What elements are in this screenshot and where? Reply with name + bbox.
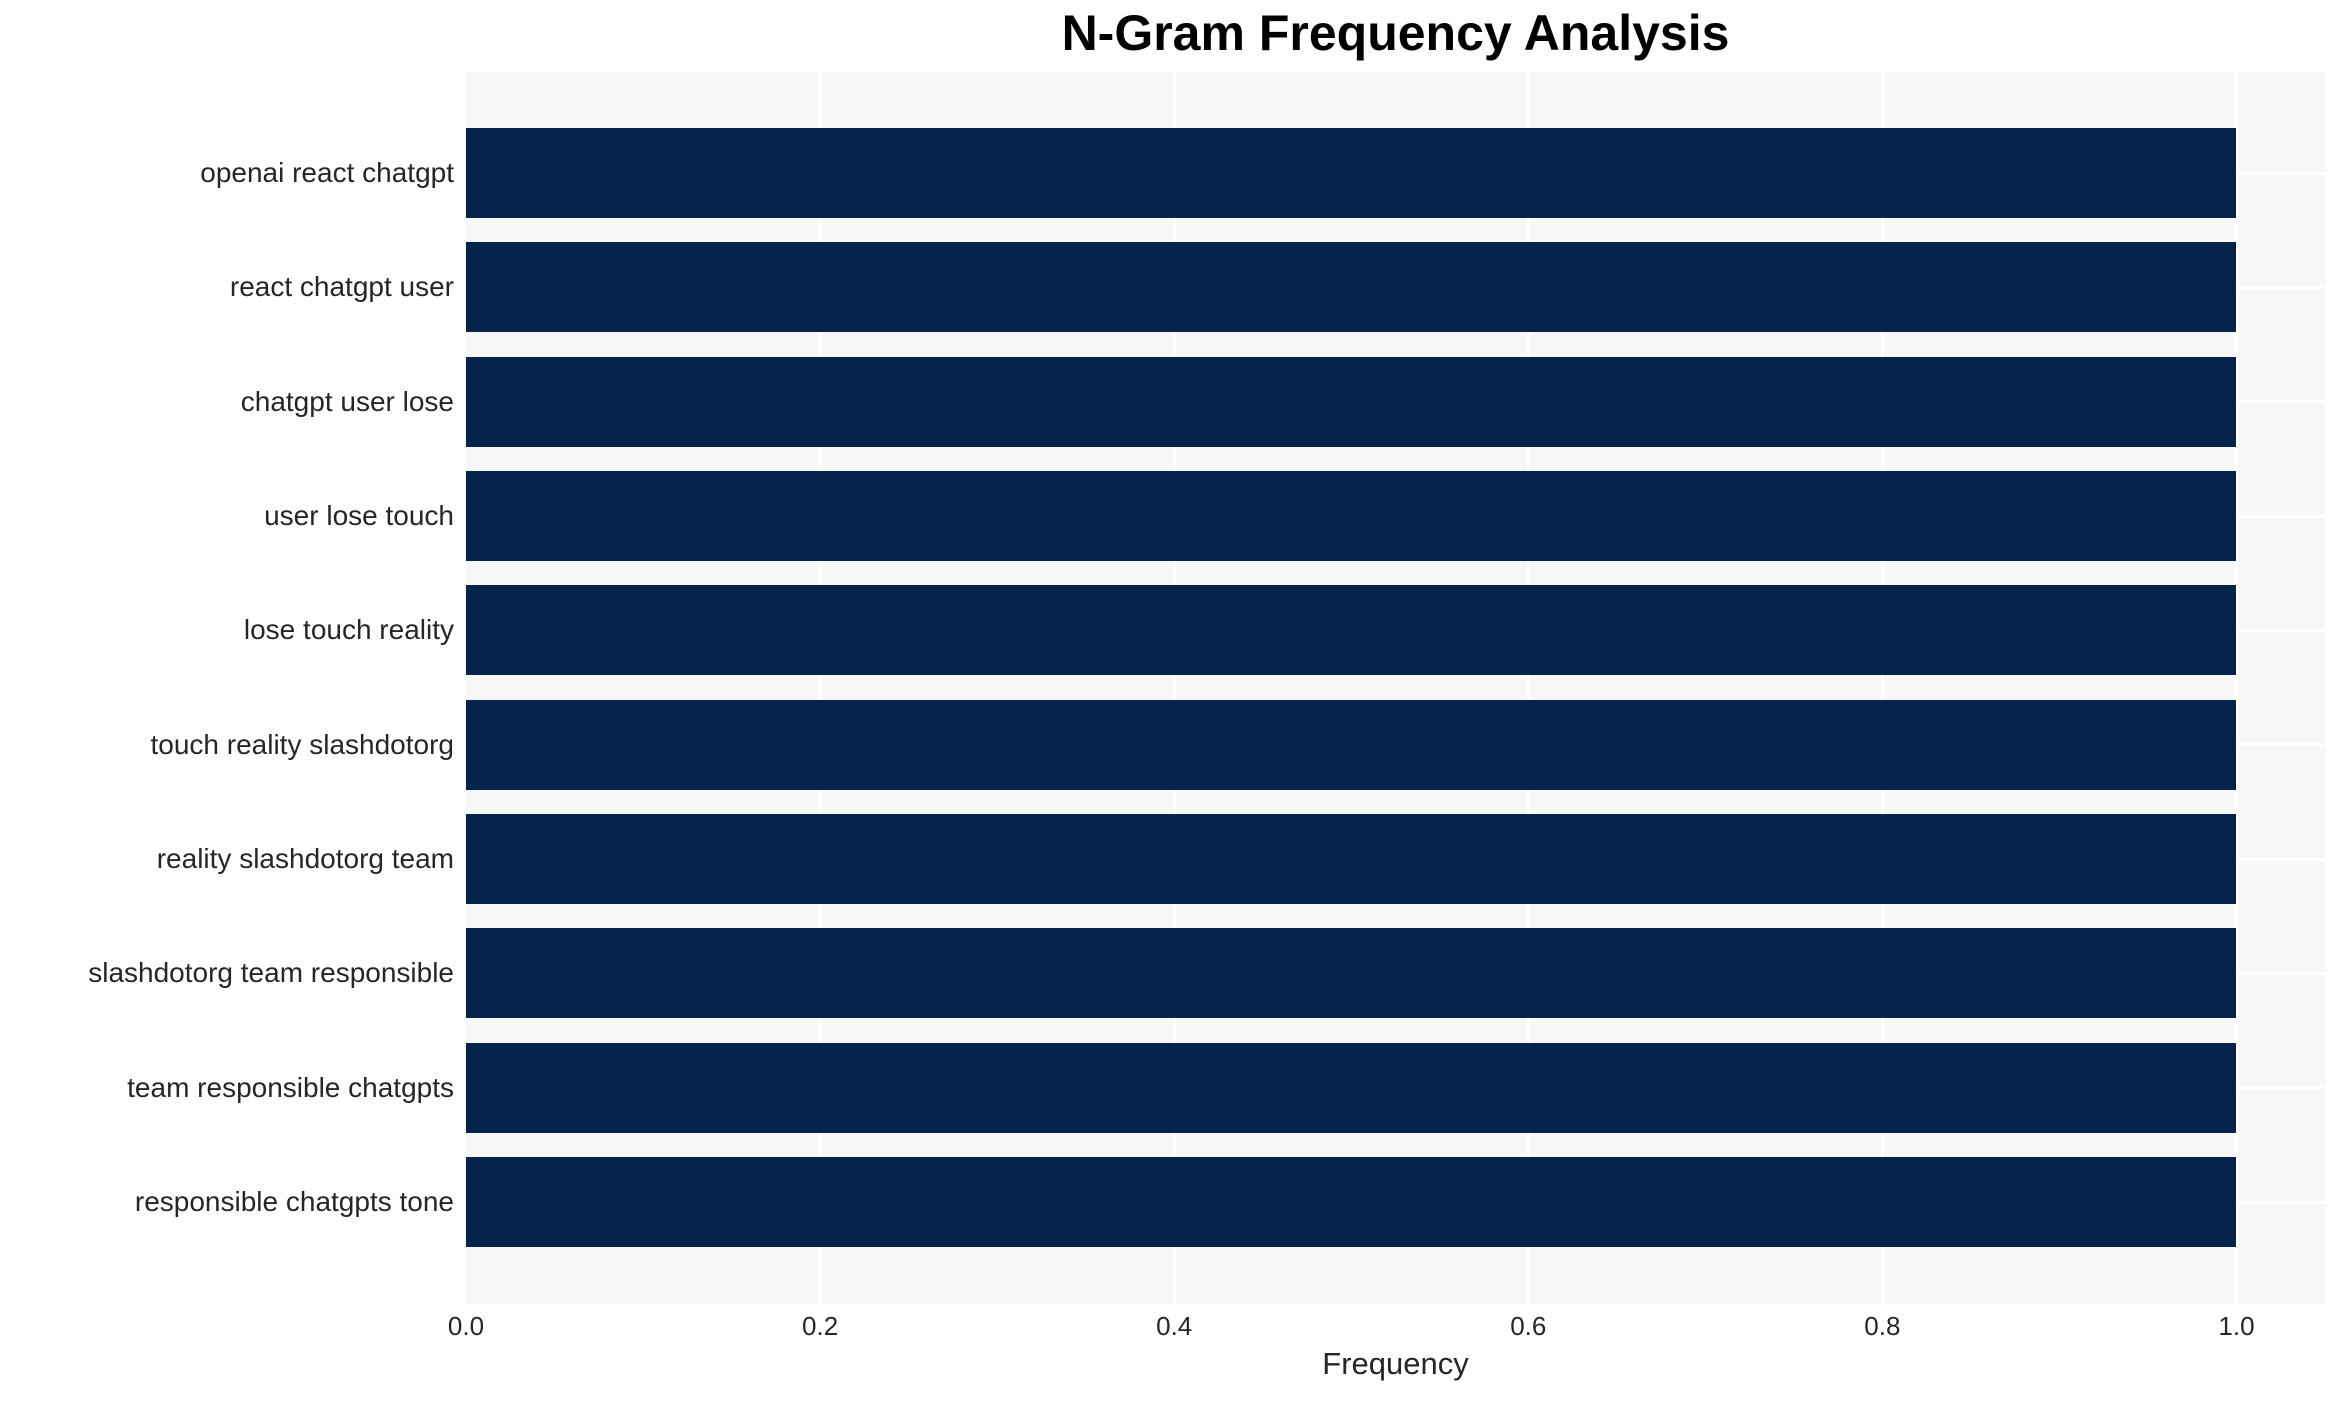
gridline-vertical <box>1880 72 1884 1304</box>
x-tick-label: 0.4 <box>1156 1311 1193 1341</box>
bar <box>466 1157 2237 1248</box>
x-tick-label: 0.8 <box>1864 1311 1901 1341</box>
y-tick-label: chatgpt user lose <box>240 385 454 417</box>
gridline-vertical <box>1526 72 1530 1304</box>
gridline-vertical <box>818 72 822 1304</box>
y-tick-label: slashdotorg team responsible <box>88 957 454 989</box>
bar <box>466 242 2237 333</box>
y-tick-label: openai react chatgpt <box>200 157 454 188</box>
bar <box>466 356 2237 447</box>
y-tick-label: user lose touch <box>264 500 454 532</box>
y-tick-label: reality slashdotorg team <box>156 843 454 875</box>
x-axis-label: Frequency <box>1322 1346 1469 1381</box>
y-tick-label: react chatgpt user <box>229 271 454 303</box>
plot-area <box>466 72 2325 1304</box>
bar <box>466 128 2237 218</box>
bar <box>466 814 2237 905</box>
x-tick-label: 0.0 <box>447 1311 485 1341</box>
gridline-vertical <box>2234 72 2238 1304</box>
bar <box>466 471 2237 562</box>
x-tick-label: 1.0 <box>2218 1311 2255 1341</box>
chart-title: N-Gram Frequency Analysis <box>1061 5 1730 61</box>
x-tick-label: 0.2 <box>802 1311 839 1341</box>
y-tick-label: lose touch reality <box>243 614 454 646</box>
y-tick-label: team responsible chatgpts <box>127 1071 454 1103</box>
x-tick-label: 0.6 <box>1510 1311 1547 1341</box>
bar <box>466 928 2237 1019</box>
gridline-vertical <box>1172 72 1176 1304</box>
bar <box>466 1042 2237 1133</box>
bar <box>466 585 2237 676</box>
bar <box>466 699 2237 790</box>
y-tick-label: touch reality slashdotorg <box>150 728 454 760</box>
y-tick-label: responsible chatgpts tone <box>134 1186 454 1218</box>
